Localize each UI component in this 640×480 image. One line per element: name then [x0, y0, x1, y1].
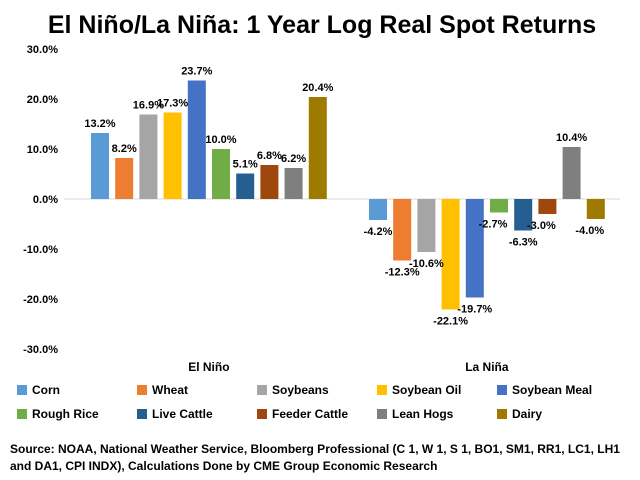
legend-label: Soybean Meal — [512, 383, 592, 397]
bar-wheat-la-nina — [393, 199, 412, 261]
data-label: -4.0% — [575, 225, 604, 237]
bar-lean-hogs-la-nina — [562, 147, 581, 199]
legend-swatch — [377, 385, 387, 395]
legend-label: Soybean Oil — [392, 383, 461, 397]
chart-title: El Niño/La Niña: 1 Year Log Real Spot Re… — [48, 11, 596, 39]
data-label: 23.7% — [181, 66, 212, 78]
y-tick-label: 10.0% — [27, 144, 58, 156]
data-labels: 13.2% 8.2% 16.9%17.3% 23.7% 10.0% 5.1%6.8% 6.2… — [84, 66, 604, 328]
legend-label: Live Cattle — [152, 407, 213, 421]
legend-label: Wheat — [152, 383, 188, 397]
legend-label: Soybeans — [272, 383, 329, 397]
data-label: 8.2% — [112, 143, 137, 155]
bar-soybean-oil-la-nina — [441, 199, 460, 310]
data-label: -12.3% — [385, 267, 420, 279]
bar-soybeans-el-nino — [139, 114, 158, 199]
legend-swatch — [257, 385, 267, 395]
category-labels: El Niño La Niña — [188, 360, 509, 374]
legend-label: Corn — [32, 383, 60, 397]
bar-lean-hogs-el-nino — [284, 168, 303, 199]
data-label: -22.1% — [433, 316, 468, 328]
data-label: 10.0% — [205, 134, 236, 146]
legend: Corn Wheat Soybeans Soybean Oil Soybean Meal… — [17, 383, 592, 421]
y-tick-label: -20.0% — [23, 294, 58, 306]
data-label: 10.4% — [556, 132, 587, 144]
legend-swatch — [377, 409, 387, 419]
category-label: El Niño — [188, 360, 229, 374]
bar-live-cattle-el-nino — [236, 173, 255, 199]
legend-swatch — [137, 409, 147, 419]
y-axis-ticks: -30.0% -20.0% -10.0% 0.0% 10.0% 20.0% 30.0% — [23, 44, 58, 356]
category-label: La Niña — [465, 360, 509, 374]
bar-rough-rice-el-nino — [212, 149, 230, 199]
bar-corn-el-nino — [91, 133, 109, 199]
bars — [91, 80, 605, 310]
y-tick-label: 30.0% — [27, 44, 58, 56]
data-label: -4.2% — [364, 226, 393, 238]
bar-dairy-el-nino — [308, 97, 327, 199]
legend-swatch — [17, 385, 27, 395]
data-label: 6.2% — [281, 153, 306, 165]
legend-label: Rough Rice — [32, 407, 99, 421]
bar-dairy-la-nina — [586, 199, 605, 219]
bar-soybean-oil-el-nino — [163, 112, 182, 199]
data-label: -10.6% — [409, 258, 444, 270]
legend-swatch — [257, 409, 267, 419]
data-label: 5.1% — [233, 159, 258, 171]
legend-label: Feeder Cattle — [272, 407, 348, 421]
data-label: -2.7% — [479, 219, 508, 231]
legend-swatch — [17, 409, 27, 419]
data-label: -3.0% — [527, 220, 556, 232]
legend-label: Dairy — [512, 407, 542, 421]
data-label: 13.2% — [84, 118, 115, 130]
data-label: -19.7% — [457, 304, 492, 316]
chart: El Niño/La Niña: 1 Year Log Real Spot Re… — [17, 11, 620, 421]
data-label: -6.3% — [509, 237, 538, 249]
y-tick-label: -10.0% — [23, 244, 58, 256]
legend-swatch — [497, 409, 507, 419]
bar-soybeans-la-nina — [417, 199, 436, 252]
data-label: 16.9% — [133, 100, 164, 112]
bar-live-cattle-la-nina — [514, 199, 533, 231]
bar-wheat-el-nino — [115, 158, 134, 199]
data-label: 17.3% — [157, 98, 188, 110]
bar-feeder-cattle-el-nino — [260, 165, 279, 199]
bar-soybean-meal-el-nino — [187, 80, 206, 199]
y-tick-label: 0.0% — [33, 194, 58, 206]
legend-swatch — [137, 385, 147, 395]
data-label: 20.4% — [302, 82, 333, 94]
bar-soybean-meal-la-nina — [465, 199, 484, 298]
bar-corn-la-nina — [369, 199, 387, 220]
y-tick-label: -30.0% — [23, 344, 58, 356]
bar-feeder-cattle-la-nina — [538, 199, 557, 214]
source-note: Source: NOAA, National Weather Service, … — [10, 442, 620, 473]
legend-swatch — [497, 385, 507, 395]
y-tick-label: 20.0% — [27, 94, 58, 106]
data-label: 6.8% — [257, 150, 282, 162]
bar-rough-rice-la-nina — [490, 199, 508, 213]
legend-label: Lean Hogs — [392, 407, 454, 421]
